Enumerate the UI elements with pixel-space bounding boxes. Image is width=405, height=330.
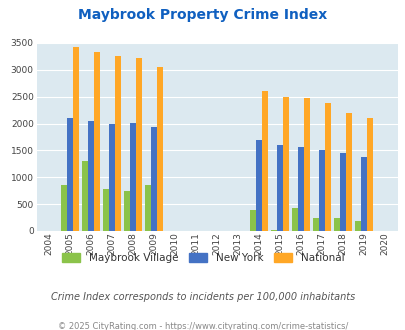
Bar xyxy=(151,127,157,231)
Bar xyxy=(67,118,73,231)
Bar xyxy=(94,52,100,231)
Bar xyxy=(262,91,267,231)
Bar xyxy=(339,152,345,231)
Bar xyxy=(271,230,277,231)
Bar xyxy=(366,118,372,231)
Bar xyxy=(334,217,339,231)
Bar xyxy=(109,124,115,231)
Bar xyxy=(145,185,151,231)
Bar xyxy=(157,67,162,231)
Bar xyxy=(256,140,262,231)
Bar xyxy=(277,145,282,231)
Bar xyxy=(82,161,88,231)
Bar xyxy=(292,209,298,231)
Bar xyxy=(303,98,309,231)
Bar xyxy=(136,58,142,231)
Bar xyxy=(324,103,330,231)
Bar xyxy=(354,221,360,231)
Text: © 2025 CityRating.com - https://www.cityrating.com/crime-statistics/: © 2025 CityRating.com - https://www.city… xyxy=(58,322,347,330)
Bar xyxy=(298,147,303,231)
Bar xyxy=(313,217,318,231)
Bar xyxy=(360,157,366,231)
Bar xyxy=(103,189,109,231)
Bar xyxy=(88,121,94,231)
Bar xyxy=(282,97,288,231)
Bar xyxy=(124,191,130,231)
Bar xyxy=(73,47,79,231)
Text: Maybrook Property Crime Index: Maybrook Property Crime Index xyxy=(78,8,327,22)
Bar xyxy=(250,210,256,231)
Legend: Maybrook Village, New York, National: Maybrook Village, New York, National xyxy=(57,248,348,267)
Bar xyxy=(318,150,324,231)
Bar xyxy=(61,185,67,231)
Text: Crime Index corresponds to incidents per 100,000 inhabitants: Crime Index corresponds to incidents per… xyxy=(51,292,354,302)
Bar xyxy=(115,56,121,231)
Bar xyxy=(130,123,136,231)
Bar xyxy=(345,113,351,231)
